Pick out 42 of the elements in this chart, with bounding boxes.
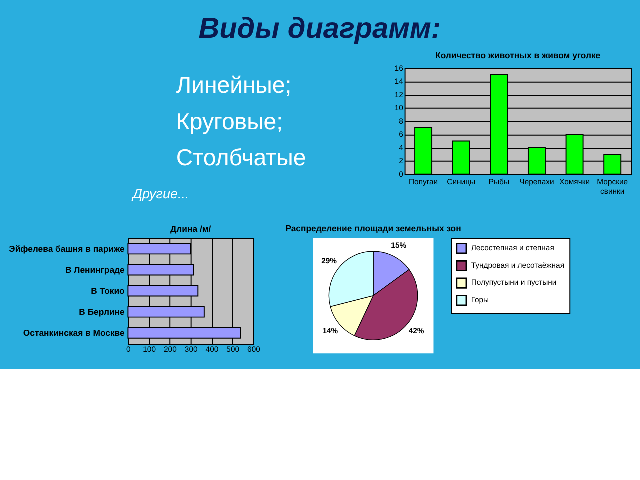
x-tick-label: Рыбы	[488, 178, 510, 186]
text: Круговые;	[176, 108, 284, 134]
x-tick-label: Морские свинки	[597, 178, 628, 196]
data-label: 29%	[322, 256, 338, 266]
x-tick-label: 500	[226, 345, 240, 354]
chart-title: Длина /м/	[170, 224, 212, 234]
y-tick-label: 10	[394, 104, 404, 113]
legend-label: Лесостепная и степная	[471, 244, 554, 253]
text: Виды диаграмм:	[198, 12, 442, 45]
y-tick-label: 0	[399, 170, 404, 179]
data-label: 14%	[322, 326, 338, 336]
data-label: 42%	[408, 326, 424, 336]
x-tick-label: 300	[184, 345, 198, 354]
y-tick-label: Эйфелева башня в париже	[9, 244, 126, 254]
x-tick-label: Черепахи	[520, 178, 554, 186]
y-tick-label: Останкинская в Москве	[23, 328, 126, 338]
chart-title: Количество животных в живом уголке	[436, 50, 601, 61]
chart-title: Распределение площади земельных зон	[286, 224, 462, 234]
x-tick-label: 600	[248, 345, 260, 354]
x-tick-label: Хомячки	[560, 178, 590, 186]
x-tick-label: Синицы	[447, 178, 476, 186]
y-tick-label: В Токио	[91, 286, 125, 296]
legend-label: Тундровая и лесотаёжная	[471, 260, 565, 270]
legend-label: Полупустыни и пустыни	[471, 278, 557, 288]
y-tick-label: 2	[399, 156, 404, 166]
legend-label: Горы	[471, 296, 490, 305]
y-tick-label: В Берлине	[79, 306, 125, 317]
data-label: 15%	[391, 240, 407, 250]
y-tick-label: 14	[394, 77, 404, 86]
y-tick-label: 16	[394, 64, 404, 73]
x-tick-label: 100	[143, 345, 156, 354]
text: Столбчатые	[176, 144, 306, 170]
text: Линейные;	[176, 72, 292, 98]
x-tick-label: Попугаи	[409, 178, 438, 186]
y-tick-label: 12	[394, 90, 404, 100]
y-tick-label: В Ленинграде	[65, 264, 125, 275]
x-tick-label: 200	[164, 345, 177, 354]
y-tick-label: 4	[399, 143, 404, 152]
y-tick-label: 6	[399, 130, 404, 140]
y-tick-label: 8	[399, 116, 404, 126]
x-tick-label: 400	[206, 345, 219, 354]
text: Другие...	[131, 186, 190, 202]
